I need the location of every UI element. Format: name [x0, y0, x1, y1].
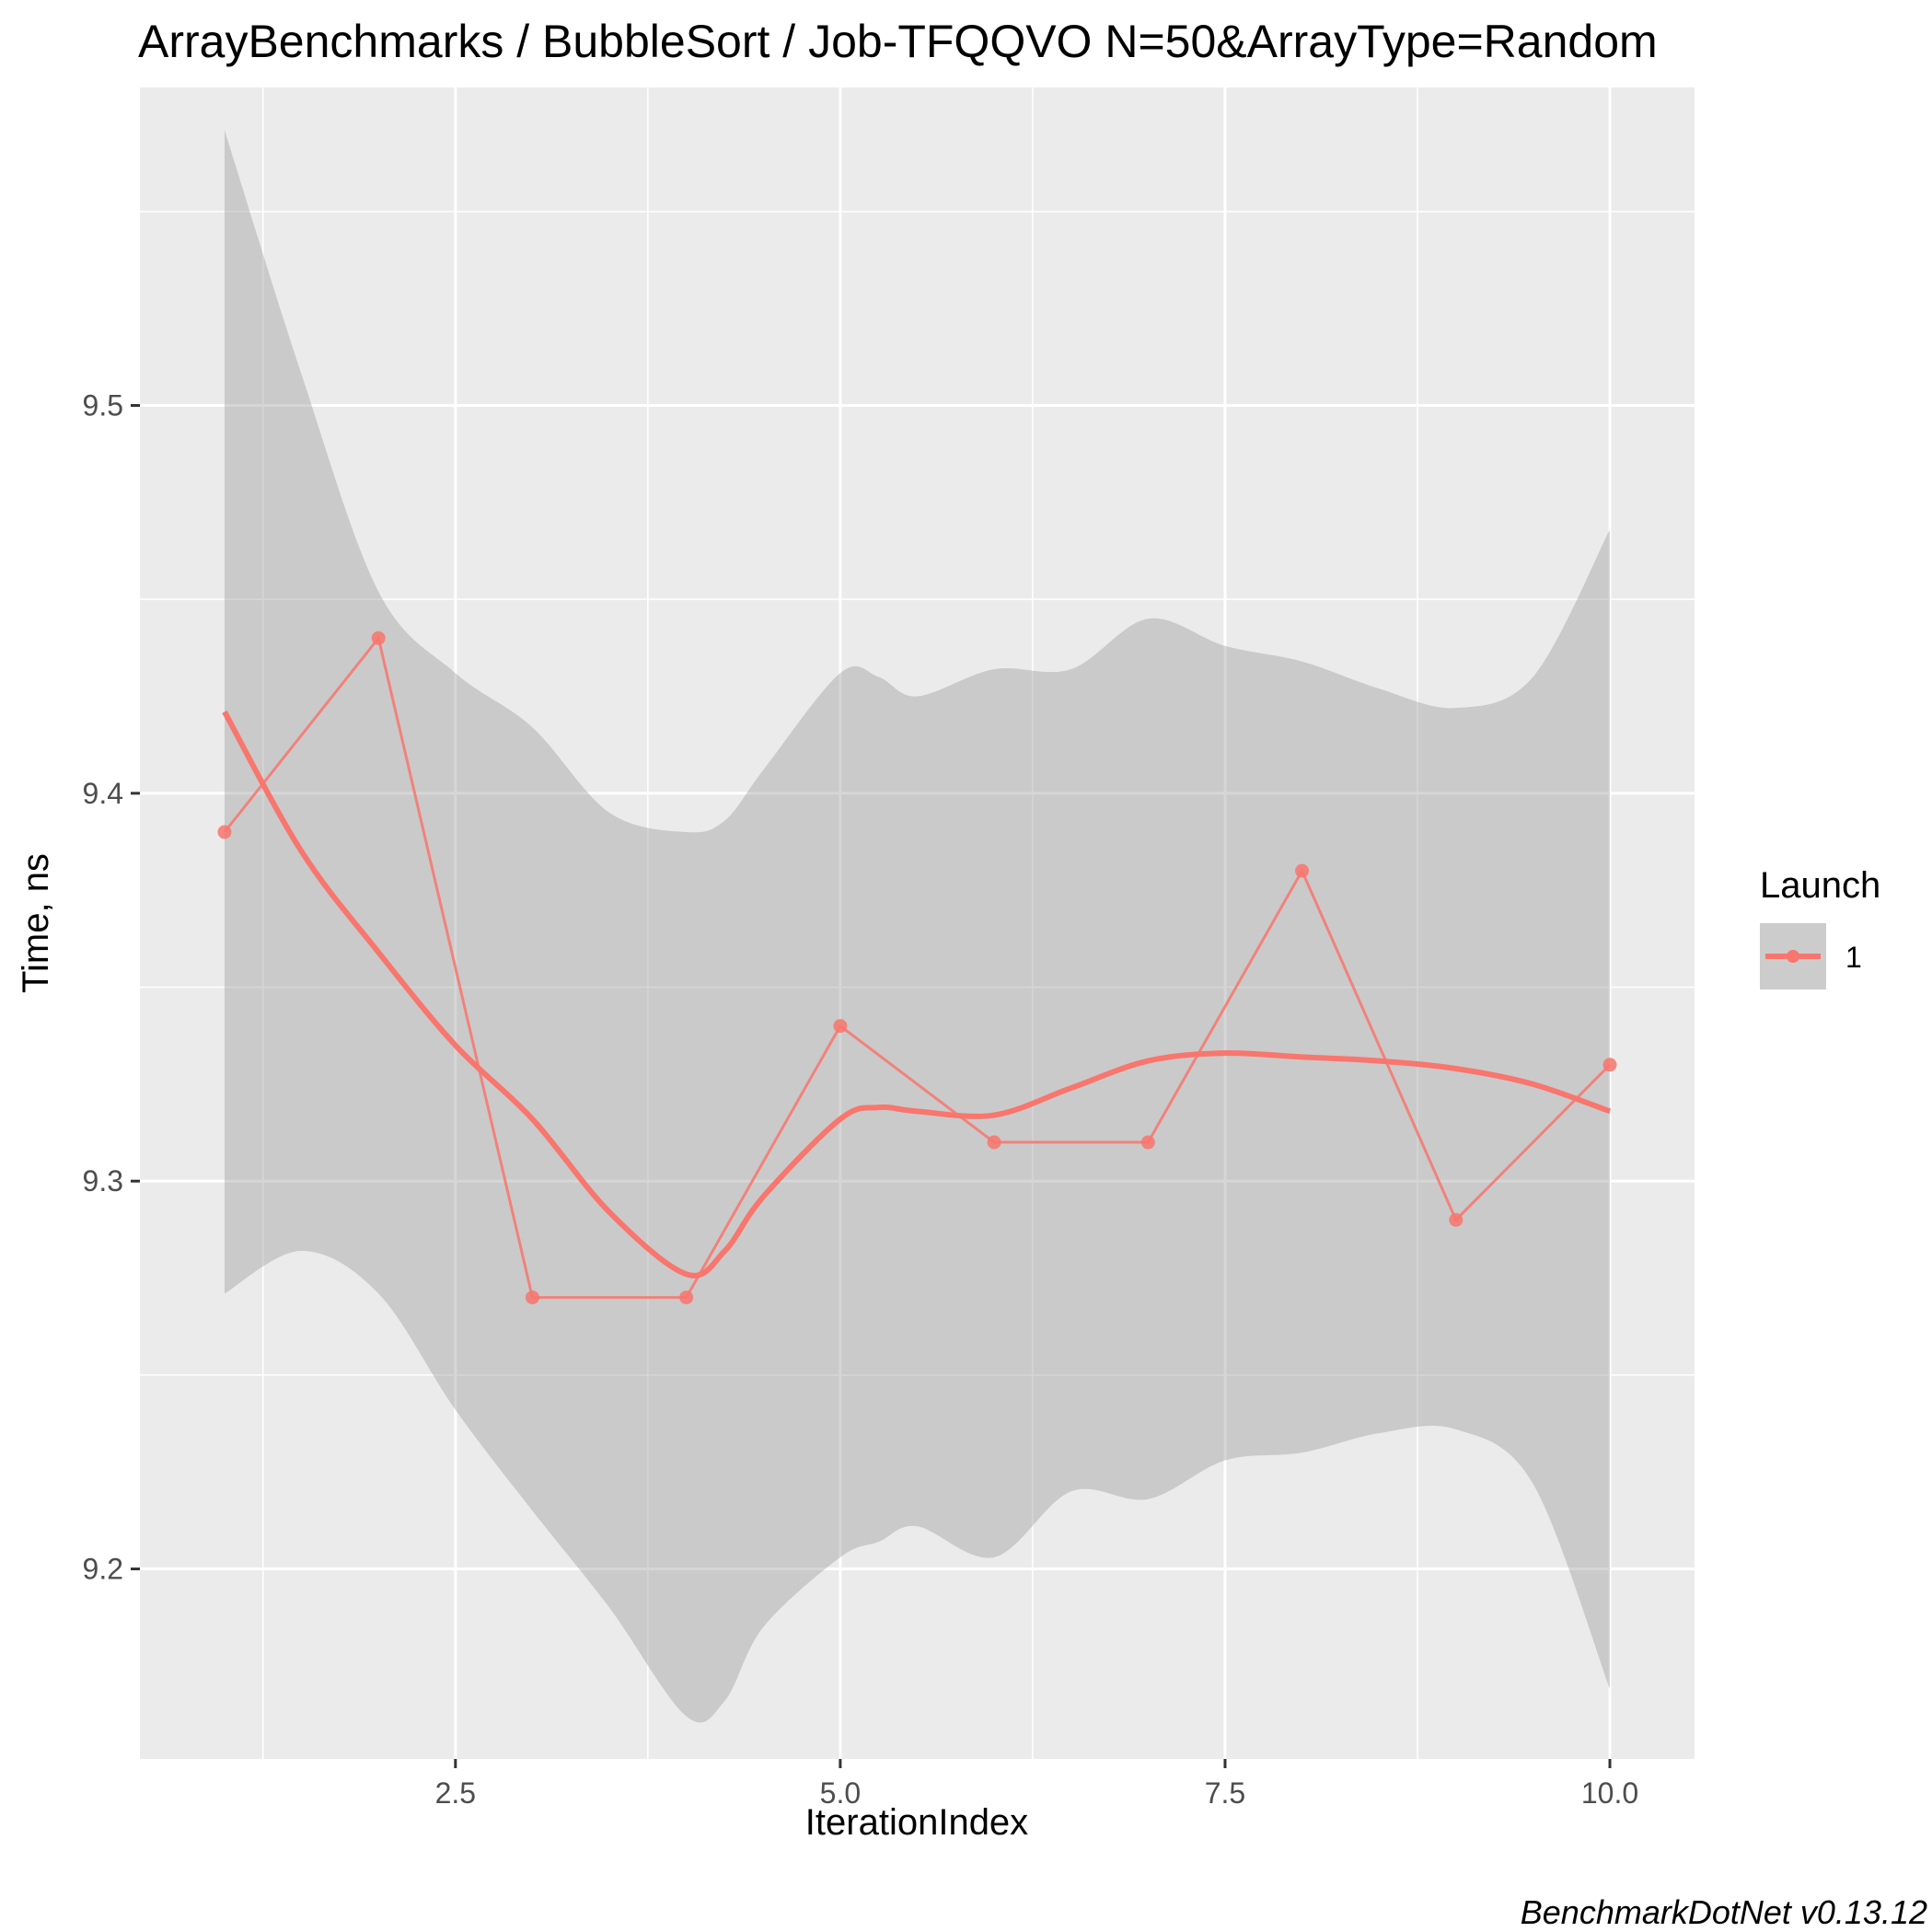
confidence-band: [224, 130, 1611, 1723]
legend-label-1: 1: [1845, 941, 1862, 974]
series-line-1: [223, 634, 1612, 1300]
legend-title: Launch: [1760, 865, 1880, 906]
smooth-line: [222, 710, 1612, 1278]
legend: Launch 1: [1760, 865, 1880, 989]
legend-key-point: [1787, 950, 1799, 963]
confidence-band-layer: [224, 130, 1611, 1723]
y-axis-title: Time, ns: [16, 853, 56, 993]
x-tick-label: 2.5: [435, 1776, 476, 1810]
data-point: [217, 825, 232, 839]
data-point: [679, 1290, 694, 1305]
data-point: [371, 631, 386, 645]
y-axis: 9.2 9.3 9.4 9.5: [83, 389, 140, 1586]
x-tick-label: 7.5: [1205, 1776, 1245, 1810]
grid-minor: [140, 87, 1695, 1759]
y-tick-label: 9.2: [83, 1553, 123, 1586]
data-point: [1602, 1058, 1617, 1072]
smooth-layer: [222, 710, 1612, 1278]
data-point: [833, 1019, 848, 1034]
data-point: [1295, 863, 1310, 878]
chart-title: ArrayBenchmarks / BubbleSort / Job-TFQQV…: [138, 16, 1658, 67]
data-point: [1140, 1135, 1155, 1150]
data-point: [987, 1135, 1001, 1150]
x-axis: 2.5 5.0 7.5 10.0: [435, 1759, 1638, 1810]
data-point: [1449, 1212, 1463, 1227]
x-tick-label: 10.0: [1581, 1776, 1638, 1810]
x-axis-title: IterationIndex: [805, 1802, 1028, 1843]
y-tick-label: 9.4: [83, 777, 123, 810]
data-point: [525, 1290, 539, 1305]
series-layer: [217, 631, 1617, 1305]
grid-major: [140, 87, 1695, 1759]
y-tick-label: 9.3: [83, 1164, 123, 1197]
x-tick-label: 5.0: [820, 1776, 861, 1810]
plot-panel: [140, 87, 1695, 1759]
chart-caption: BenchmarkDotNet v0.13.12: [1521, 1893, 1927, 1931]
y-tick-label: 9.5: [83, 389, 123, 422]
